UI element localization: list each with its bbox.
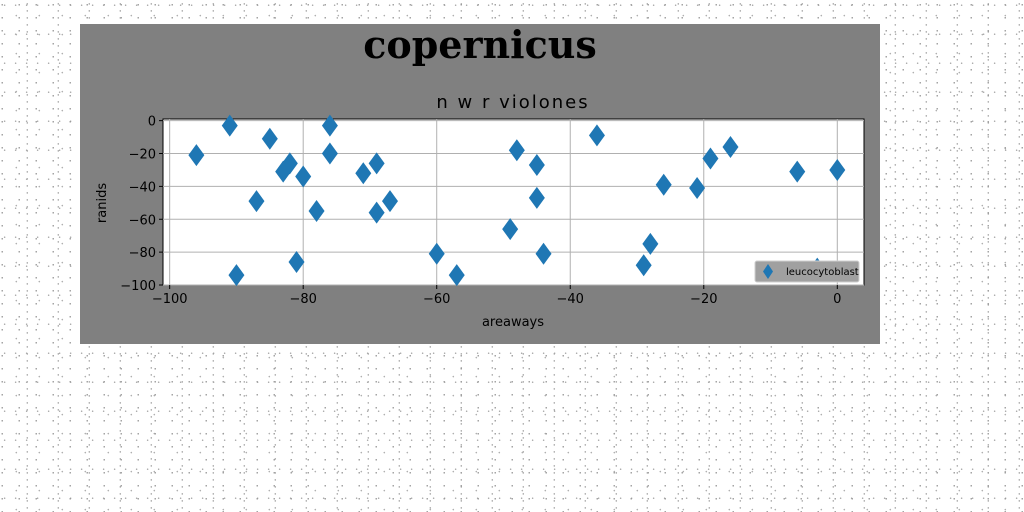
x-tick-label: −40	[557, 292, 584, 307]
legend-marker-diamond-icon	[763, 264, 773, 279]
y-tick-label: −40	[129, 180, 156, 195]
data-point-marker	[188, 144, 205, 167]
data-point-marker	[248, 190, 265, 213]
y-tick-label: −80	[129, 246, 156, 261]
x-tick-label: −100	[152, 292, 188, 307]
y-tick-label: −100	[120, 279, 156, 294]
data-point-marker	[281, 152, 298, 175]
data-point-marker	[355, 162, 372, 185]
data-point-marker	[508, 139, 525, 162]
y-tick-label: 0	[148, 115, 156, 130]
data-point-marker	[655, 173, 672, 196]
data-point-marker	[528, 154, 545, 177]
data-point-marker	[528, 186, 545, 209]
data-point-marker	[588, 124, 605, 147]
x-axis-label: areaways	[482, 315, 544, 330]
data-point-marker	[228, 264, 245, 287]
data-point-marker	[368, 201, 385, 224]
data-point-marker	[221, 114, 238, 137]
x-tick-label: 0	[833, 292, 841, 307]
data-point-marker	[368, 152, 385, 175]
grid-lines	[163, 119, 864, 286]
data-point-marker	[448, 264, 465, 287]
data-point-marker	[635, 254, 652, 277]
y-tick-label: −60	[129, 213, 156, 228]
y-axis-ticks: 0 −20 −40 −60 −80 −100	[120, 115, 163, 294]
legend-label: leucocytoblast	[786, 267, 859, 278]
data-point-marker	[535, 242, 552, 265]
y-tick-label: −20	[129, 148, 156, 163]
data-point-marker	[428, 242, 445, 265]
data-point-marker	[722, 135, 739, 158]
data-point-marker	[381, 190, 398, 213]
data-point-marker	[502, 218, 519, 241]
figure-title: copernicus	[363, 22, 597, 67]
legend: leucocytoblast	[754, 260, 860, 283]
data-point-marker	[261, 127, 278, 150]
x-axis-ticks: −100 −80 −60 −40 −20 0	[152, 285, 841, 307]
data-point-marker	[321, 142, 338, 165]
data-point-marker	[295, 165, 312, 188]
x-tick-label: −60	[423, 292, 450, 307]
y-axis-label: ranids	[95, 183, 110, 223]
data-point-marker	[829, 158, 846, 181]
data-point-marker	[689, 177, 706, 200]
data-point-marker	[321, 114, 338, 137]
data-point-marker	[308, 200, 325, 223]
data-point-marker	[642, 232, 659, 255]
data-point-marker	[288, 250, 305, 273]
x-tick-label: −20	[690, 292, 717, 307]
x-tick-label: −80	[289, 292, 316, 307]
legend-box	[754, 260, 860, 283]
plot-title: n w r violones	[436, 92, 589, 113]
data-point-marker	[789, 160, 806, 183]
data-point-marker	[702, 147, 719, 170]
